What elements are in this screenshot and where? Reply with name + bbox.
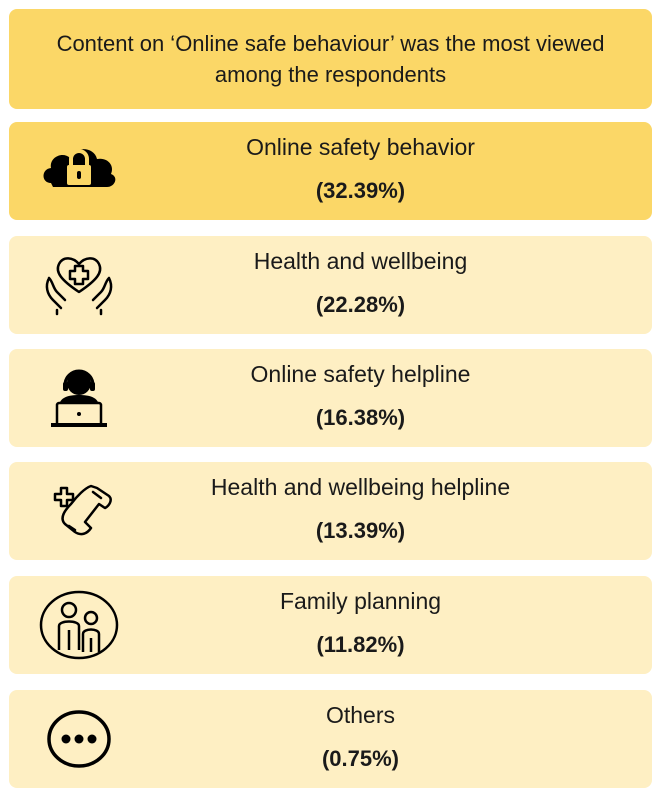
support-agent-icon (39, 363, 119, 433)
heart-hands-icon (39, 250, 119, 320)
category-card-online-safety-helpline: Online safety helpline (16.38%) (9, 349, 652, 447)
category-percentage: (13.39%) (315, 518, 406, 543)
more-dots-icon (39, 704, 119, 774)
category-percentage: (22.28%) (315, 292, 406, 317)
medical-phone-icon (39, 476, 119, 546)
category-label: Online safety helpline (250, 361, 471, 387)
category-card-online-safety-behavior: Online safety behavior (32.39%) (9, 122, 652, 220)
category-percentage: (0.75%) (321, 746, 400, 771)
category-percentage: (16.38%) (315, 405, 406, 430)
category-label: Others (325, 702, 396, 728)
category-card-family-planning: Family planning (11.82%) (9, 576, 652, 674)
cloud-lock-icon (39, 136, 119, 206)
category-label: Online safety behavior (246, 134, 475, 160)
category-card-others: Others (0.75%) (9, 690, 652, 788)
category-card-health-and-wellbeing-helpline: Health and wellbeing helpline (13.39%) (9, 462, 652, 560)
category-label: Health and wellbeing helpline (210, 474, 511, 500)
category-label: Family planning (279, 588, 442, 614)
category-card-health-and-wellbeing: Health and wellbeing (22.28%) (9, 236, 652, 334)
summary-text: Content on ‘Online safe behaviour’ was t… (56, 31, 605, 87)
category-percentage: (11.82%) (316, 632, 405, 657)
category-label: Health and wellbeing (253, 248, 468, 274)
summary-banner: Content on ‘Online safe behaviour’ was t… (9, 9, 652, 109)
category-percentage: (32.39%) (315, 178, 406, 203)
family-icon (39, 590, 119, 660)
